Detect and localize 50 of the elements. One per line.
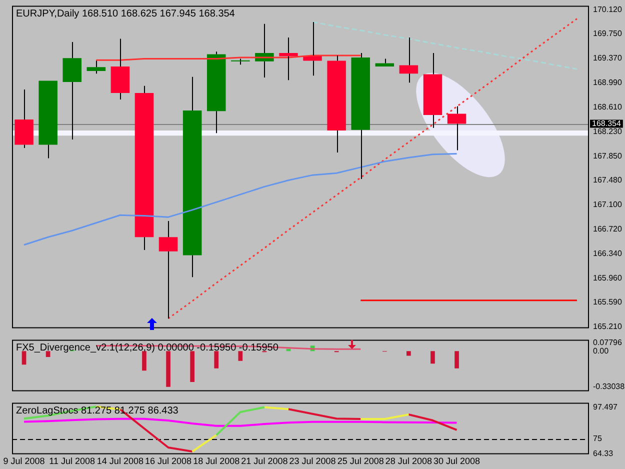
y-tick-label: 169.370 (593, 53, 622, 62)
y-tick-label: 165.210 (593, 322, 622, 332)
candlestick (351, 52, 370, 180)
y-tick-label: 167.850 (593, 152, 622, 161)
y-tick-label: 165.590 (593, 298, 622, 307)
y-tick-label: -0.33038 (593, 382, 625, 392)
y-tick-label: 165.960 (593, 274, 622, 283)
line-series (312, 21, 578, 70)
candlestick (14, 88, 34, 148)
y-tick-label: 170.120 (593, 4, 622, 14)
candlestick (134, 85, 154, 251)
x-tick-label: 30 Jul 2008 (433, 456, 480, 466)
candlestick (182, 76, 202, 278)
x-tick-label: 28 Jul 2008 (385, 456, 432, 466)
candlestick (62, 41, 82, 140)
x-tick-label: 23 Jul 2008 (289, 456, 336, 466)
candlestick (327, 55, 346, 153)
ref-line-label: 168.354 (592, 118, 622, 128)
x-tick-label: 11 Jul 2008 (49, 456, 96, 466)
candlestick (206, 51, 226, 134)
candlestick (279, 36, 298, 81)
y-tick-label: 75 (593, 434, 602, 443)
y-tick-label: 167.100 (593, 200, 622, 209)
x-tick-label: 25 Jul 2008 (337, 456, 384, 466)
candlestick (86, 60, 106, 74)
x-tick-label: 14 Jul 2008 (96, 456, 144, 466)
x-tick-label: 21 Jul 2008 (241, 456, 288, 466)
y-tick-label: 0.00 (593, 346, 610, 356)
x-tick-label: 18 Jul 2008 (193, 456, 240, 466)
chart-title: EURJPY,Daily 168.510 168.625 167.945 168.354 (16, 8, 236, 20)
line-series (168, 18, 578, 320)
candlestick (110, 38, 130, 100)
candlestick (38, 80, 58, 159)
candlestick (375, 58, 394, 67)
y-tick-label: 97.497 (593, 402, 618, 412)
candlestick (158, 220, 178, 320)
y-tick-label: 166.340 (593, 249, 622, 258)
y-tick-label: 0.07796 (593, 338, 622, 347)
y-tick-label: 166.720 (593, 224, 622, 234)
y-tick-label: 64.33 (593, 448, 614, 458)
candlestick (423, 52, 442, 128)
y-tick-label: 168.230 (593, 126, 622, 136)
y-tick-label: 168.990 (593, 78, 622, 87)
y-tick-label: 168.610 (593, 102, 622, 112)
y-tick-label: 167.480 (593, 175, 622, 184)
candlestick (447, 106, 466, 151)
candlestick (399, 36, 418, 84)
x-tick-label: 9 Jul 2008 (3, 456, 45, 466)
x-tick-label: 16 Jul 2008 (144, 456, 192, 466)
y-tick-label: 169.750 (593, 28, 622, 38)
